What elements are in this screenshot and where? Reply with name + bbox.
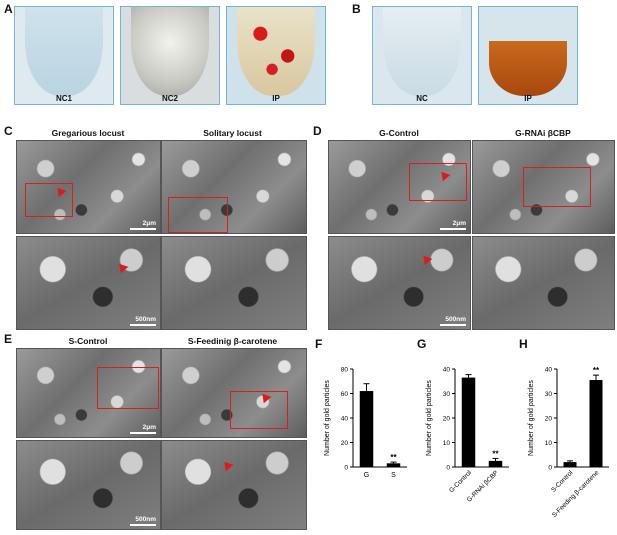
micrograph-s-carotene-overview (161, 348, 307, 438)
scale-bar-label: 500nm (135, 316, 156, 323)
gold-particle-arrow (220, 458, 234, 472)
panel-d-title-right: G-RNAi βCBP (515, 128, 571, 138)
panel-label-c: C (4, 124, 13, 138)
scale-bar: 500nm (130, 516, 156, 526)
y-tick-label: 60 (341, 391, 349, 398)
y-tick-label: 30 (545, 391, 553, 398)
panel-label-a: A (4, 2, 13, 16)
panel-label-d: D (313, 124, 322, 138)
panel-e-title-left: S-Control (68, 336, 108, 346)
tube-photo-nc: NC (372, 6, 472, 105)
y-axis-label: Number of gold particles (528, 380, 535, 456)
y-tick-label: 80 (341, 367, 349, 374)
x-tick-label: G-Control (448, 469, 473, 494)
y-tick-label: 20 (443, 416, 451, 423)
micrograph-solitary-zoom (161, 236, 307, 330)
x-tick-label: G (364, 472, 369, 479)
y-tick-label: 0 (548, 465, 552, 472)
panel-c-title-right: Solitary locust (203, 128, 262, 138)
panel-label-h: H (519, 337, 528, 351)
y-axis-label: Number of gold particles (324, 380, 331, 456)
y-tick-label: 40 (545, 367, 553, 374)
significance-label: ** (593, 366, 600, 375)
panel-e-title-right: S-Feedinig β-carotene (187, 336, 278, 346)
zoom-box (168, 197, 228, 233)
scale-bar-label: 500nm (135, 516, 156, 523)
x-tick-label: S (391, 472, 396, 479)
panel-label-e: E (4, 332, 13, 346)
y-axis-label: Number of gold particles (426, 380, 433, 456)
micrograph-solitary-overview (161, 140, 307, 234)
gold-particle-arrow (419, 252, 433, 266)
y-tick-label: 20 (545, 416, 553, 423)
tube-photo-ip-b: IP (478, 6, 578, 105)
scale-bar-label: 2μm (142, 424, 156, 431)
bar (386, 463, 401, 467)
zoom-box (523, 167, 591, 207)
chart-f: 0 20 40 60 80 Number of gold particles G ** S (315, 355, 415, 530)
significance-label: ** (390, 453, 397, 462)
y-tick-label: 20 (341, 440, 349, 447)
micrograph-g-rnai-overview (472, 140, 615, 234)
scale-bar-label: 500nm (445, 316, 466, 323)
y-tick-label: 10 (545, 440, 553, 447)
x-tick-label: S-Feeding β-carotene (551, 469, 601, 519)
tube-label-nc: NC (416, 94, 428, 103)
micrograph-g-control-overview: 2μm (328, 140, 471, 234)
micrograph-s-control-overview: 2μm (16, 348, 161, 438)
bar (563, 462, 577, 467)
chart-g-svg: 0 10 20 30 40 Number of gold particles G-Contr… (426, 367, 509, 504)
micrograph-gregarious-overview: 2μm (16, 140, 161, 234)
panel-label-b: B (352, 2, 361, 16)
zoom-box (25, 183, 73, 217)
scale-bar-label: 2μm (452, 220, 466, 227)
panel-d-title-left: G-Control (379, 128, 419, 138)
micrograph-s-carotene-zoom (161, 440, 307, 530)
bar (461, 377, 476, 467)
y-tick-label: 0 (344, 465, 348, 472)
chart-g: 0 10 20 30 40 Number of gold particles G-Contr… (417, 355, 517, 530)
chart-h-svg: 0 10 20 30 40 Number of gold particles S-Contr… (528, 366, 609, 519)
panel-label-f: F (315, 337, 323, 351)
x-tick-label: S-Control (550, 469, 575, 494)
panel-label-g: G (417, 337, 427, 351)
scale-bar: 2μm (130, 424, 156, 434)
tube-label-nc1: NC1 (55, 94, 72, 103)
bar (589, 380, 603, 467)
tube-label-ip-b: IP (524, 94, 532, 103)
y-tick-label: 30 (443, 391, 451, 398)
y-tick-label: 10 (443, 440, 451, 447)
y-tick-label: 40 (443, 367, 451, 374)
scale-bar: 2μm (130, 220, 156, 230)
tube-photo-nc1: NC1 (14, 6, 114, 105)
tube-photo-ip-a: IP (226, 6, 326, 105)
micrograph-s-control-zoom: 500nm (16, 440, 161, 530)
tube-label-nc2: NC2 (161, 94, 178, 103)
bar (359, 391, 374, 467)
zoom-box (230, 391, 288, 429)
scale-bar: 500nm (130, 316, 156, 326)
zoom-box (97, 367, 159, 409)
significance-label: ** (492, 449, 499, 458)
chart-f-svg: 0 20 40 60 80 Number of gold particles G ** S (324, 367, 407, 479)
panel-c-title-left: Gregarious locust (51, 128, 125, 138)
tube-label-ip-a: IP (272, 94, 280, 103)
y-tick-label: 0 (446, 465, 450, 472)
y-tick-label: 40 (341, 416, 349, 423)
zoom-box (409, 163, 467, 201)
chart-h: 0 10 20 30 40 Number of gold particles S-Contr… (519, 355, 617, 530)
scale-bar: 2μm (440, 220, 466, 230)
micrograph-g-rnai-zoom (472, 236, 615, 330)
micrograph-g-control-zoom: 500nm (328, 236, 471, 330)
scale-bar-label: 2μm (142, 220, 156, 227)
scale-bar: 500nm (440, 316, 466, 326)
micrograph-gregarious-zoom: 500nm (16, 236, 161, 330)
bar (488, 460, 503, 467)
tube-photo-nc2: NC2 (120, 6, 220, 105)
gold-particle-arrow (115, 260, 129, 274)
